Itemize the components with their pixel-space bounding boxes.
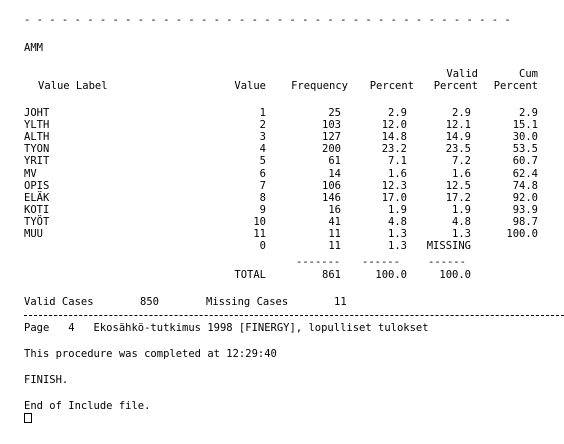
- total-percent: 100.0: [375, 269, 407, 281]
- row-value: 7: [259, 179, 266, 192]
- row-frequency: 25: [328, 107, 341, 119]
- row-value-label: ALTH: [24, 131, 50, 144]
- row-percent: 4.8: [388, 215, 407, 228]
- row-value-label: YRIT: [24, 155, 50, 168]
- row-cum-percent: 2.9: [519, 107, 538, 119]
- row-frequency: 11: [328, 240, 341, 253]
- row-frequency: 200: [322, 143, 341, 156]
- variable-name: AMM: [24, 42, 43, 54]
- finish-command: FINISH.: [24, 374, 69, 386]
- frequency-underline: -------: [296, 256, 341, 268]
- row-valid-percent: MISSING: [426, 240, 471, 253]
- percent-underline: ------: [362, 256, 400, 268]
- header-percent: Percent: [369, 80, 414, 92]
- row-value-label: MUU: [24, 228, 43, 240]
- top-dashed-rule: - - - - - - - - - - - - - - - - - - - - …: [24, 14, 511, 26]
- row-percent: 1.9: [388, 203, 407, 216]
- row-percent: 1.6: [388, 167, 407, 180]
- header-valid-percent-line2: Percent: [433, 80, 478, 92]
- row-frequency: 16: [328, 203, 341, 216]
- row-value-label: ELÄK: [24, 191, 50, 204]
- row-frequency: 61: [328, 155, 341, 168]
- row-frequency: 14: [328, 167, 341, 180]
- row-cum-percent: 100.0: [506, 228, 538, 240]
- row-percent: 17.0: [381, 191, 407, 204]
- row-valid-percent: 12.1: [445, 119, 471, 132]
- text-cursor: [24, 413, 32, 423]
- total-frequency: 861: [322, 269, 341, 281]
- row-cum-percent: 92.0: [512, 191, 538, 204]
- row-value-label: YLTH: [24, 119, 50, 132]
- row-value-label: TYÖT: [24, 215, 50, 228]
- row-valid-percent: 12.5: [445, 179, 471, 192]
- row-value: 5: [259, 155, 266, 168]
- header-value-label: Value Label: [38, 80, 108, 92]
- row-frequency: 127: [322, 131, 341, 144]
- row-percent: 12.0: [381, 119, 407, 132]
- missing-cases-label: Missing Cases: [206, 296, 289, 308]
- row-cum-percent: 74.8: [512, 179, 538, 192]
- header-cum-percent-line1: Cum: [519, 68, 538, 80]
- header-value: Value: [234, 80, 266, 92]
- page-separator-rule: [24, 315, 564, 316]
- row-value: 2: [259, 119, 266, 132]
- row-cum-percent: 62.4: [512, 167, 538, 180]
- row-percent: 1.3: [388, 228, 407, 240]
- valid-percent-underline: ------: [428, 256, 466, 268]
- row-cum-percent: 53.5: [512, 143, 538, 156]
- row-value: 3: [259, 131, 266, 144]
- row-value: 8: [259, 191, 266, 204]
- total-label: TOTAL: [234, 269, 266, 281]
- page-header-line: Page 4 Ekosähkö-tutkimus 1998 [FINERGY],…: [24, 322, 429, 334]
- row-frequency: 11: [328, 228, 341, 240]
- row-valid-percent: 7.2: [452, 155, 471, 168]
- row-cum-percent: 60.7: [512, 155, 538, 168]
- row-cum-percent: 98.7: [512, 215, 538, 228]
- row-value-label: JOHT: [24, 107, 50, 119]
- row-cum-percent: 15.1: [512, 119, 538, 132]
- header-cum-percent-line2: Percent: [493, 80, 538, 92]
- row-frequency: 41: [328, 215, 341, 228]
- row-valid-percent: 1.3: [452, 228, 471, 240]
- row-value: 4: [259, 143, 266, 156]
- row-valid-percent: 1.6: [452, 167, 471, 180]
- row-value-label: OPIS: [24, 179, 50, 192]
- row-percent: 2.9: [388, 107, 407, 119]
- header-valid-percent-line1: Valid: [446, 68, 478, 80]
- row-cum-percent: 30.0: [512, 131, 538, 144]
- row-value: 10: [253, 215, 266, 228]
- row-value: 9: [259, 203, 266, 216]
- row-valid-percent: 2.9: [452, 107, 471, 119]
- row-percent: 23.2: [381, 143, 407, 156]
- row-valid-percent: 14.9: [445, 131, 471, 144]
- row-percent: 7.1: [388, 155, 407, 168]
- row-percent: 12.3: [381, 179, 407, 192]
- row-frequency: 146: [322, 191, 341, 204]
- end-of-include-message: End of Include file.: [24, 400, 151, 412]
- row-valid-percent: 17.2: [445, 191, 471, 204]
- total-valid-percent: 100.0: [439, 269, 471, 281]
- row-valid-percent: 4.8: [452, 215, 471, 228]
- valid-cases-label: Valid Cases: [24, 296, 94, 308]
- row-valid-percent: 23.5: [445, 143, 471, 156]
- header-frequency: Frequency: [291, 80, 348, 92]
- row-value: 0: [259, 240, 266, 253]
- row-value: 1: [259, 107, 266, 119]
- row-valid-percent: 1.9: [452, 203, 471, 216]
- row-cum-percent: 93.9: [512, 203, 538, 216]
- valid-cases-count: 850: [140, 296, 159, 308]
- row-value-label: TYON: [24, 143, 50, 156]
- row-percent: 14.8: [381, 131, 407, 144]
- row-frequency: 103: [322, 119, 341, 132]
- row-frequency: 106: [322, 179, 341, 192]
- row-value: 6: [259, 167, 266, 180]
- missing-cases-count: 11: [334, 296, 347, 308]
- row-value-label: KOTI: [24, 203, 50, 216]
- procedure-completed-message: This procedure was completed at 12:29:40: [24, 348, 277, 360]
- row-value-label: MV: [24, 167, 37, 180]
- row-value: 11: [253, 228, 266, 240]
- row-percent: 1.3: [388, 240, 407, 253]
